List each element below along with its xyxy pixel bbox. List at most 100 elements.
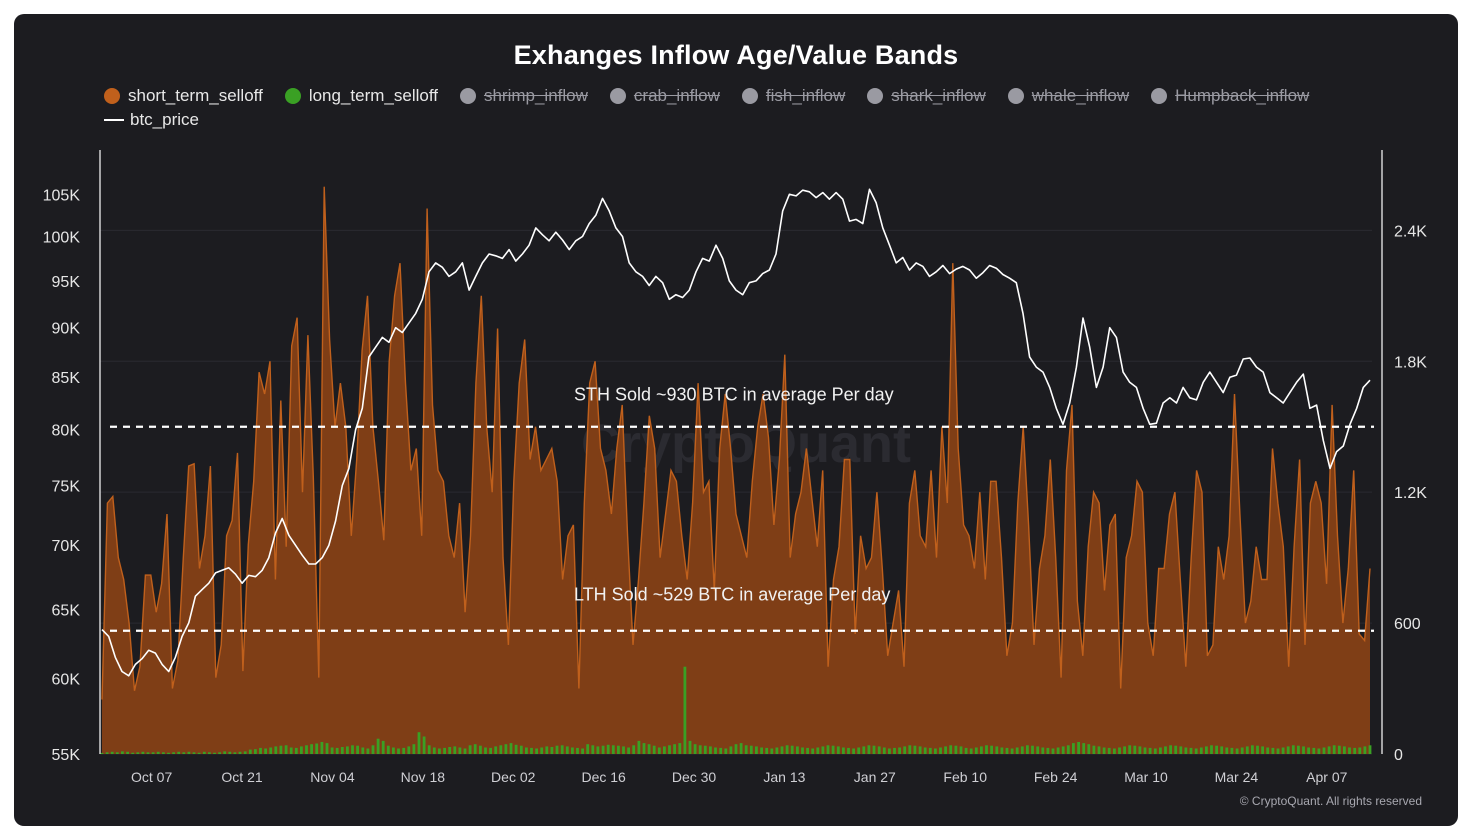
legend-item-long-term-selloff[interactable]: long_term_selloff: [284, 86, 438, 106]
bar-long-term-selloff: [151, 752, 155, 754]
bar-long-term-selloff: [535, 748, 538, 754]
bar-long-term-selloff: [985, 745, 988, 754]
bar-long-term-selloff: [238, 751, 242, 754]
legend-dot-swatch: [284, 88, 301, 104]
bar-long-term-selloff: [458, 747, 462, 754]
bar-long-term-selloff: [1031, 745, 1034, 754]
bar-long-term-selloff: [427, 745, 431, 754]
bar-long-term-selloff: [289, 747, 293, 754]
bar-long-term-selloff: [254, 749, 257, 754]
bar-long-term-selloff: [1256, 745, 1259, 754]
legend-item-fish-inflow[interactable]: fish_inflow: [741, 86, 845, 106]
legend-item-shark-inflow[interactable]: shark_inflow: [867, 86, 986, 106]
bar-long-term-selloff: [1041, 747, 1045, 754]
series-area-stroke-short-term-selloff: [101, 186, 1371, 700]
bar-long-term-selloff: [1092, 745, 1096, 754]
bar-long-term-selloff: [412, 744, 416, 754]
bar-long-term-selloff: [908, 745, 912, 754]
bar-long-term-selloff: [903, 746, 907, 754]
bar-long-term-selloff: [826, 745, 830, 754]
bar-long-term-selloff: [959, 746, 963, 754]
bar-long-term-selloff: [770, 748, 774, 754]
bar-long-term-selloff: [310, 744, 313, 754]
legend-label: shrimp_inflow: [483, 86, 588, 105]
chart-title: Exhanges Inflow Age/Value Bands: [513, 40, 959, 70]
bar-long-term-selloff: [775, 747, 779, 754]
bar-long-term-selloff: [1020, 746, 1024, 754]
bar-long-term-selloff: [969, 748, 973, 754]
right-tick-label: 0: [1394, 747, 1403, 764]
bar-long-term-selloff: [243, 751, 247, 754]
bar-long-term-selloff: [479, 745, 482, 754]
legend-label: btc_price: [130, 110, 199, 129]
legend-item-btc-price[interactable]: btc_price: [104, 110, 199, 130]
bar-long-term-selloff: [1000, 747, 1004, 754]
bar-long-term-selloff: [315, 743, 319, 754]
bar-long-term-selloff: [381, 740, 385, 754]
x-tick-label: Mar 10: [1124, 769, 1168, 785]
bar-long-term-selloff: [862, 746, 866, 754]
bar-long-term-selloff: [1291, 745, 1295, 754]
bar-long-term-selloff: [422, 736, 426, 754]
bar-long-term-selloff: [1113, 748, 1116, 754]
bar-long-term-selloff: [351, 745, 354, 754]
bar-long-term-selloff: [259, 747, 262, 754]
bar-long-term-selloff: [453, 746, 457, 754]
bar-long-term-selloff: [484, 747, 487, 754]
bar-long-term-selloff: [647, 744, 651, 754]
bar-long-term-selloff: [540, 747, 544, 754]
legend-item-whale-inflow[interactable]: whale_inflow: [1007, 86, 1129, 106]
bar-long-term-selloff: [448, 747, 452, 754]
bar-long-term-selloff: [1302, 746, 1305, 754]
bar-long-term-selloff: [780, 746, 784, 754]
bar-long-term-selloff: [1123, 746, 1126, 754]
bar-long-term-selloff: [1307, 747, 1310, 754]
bar-long-term-selloff: [438, 748, 441, 754]
bar-long-term-selloff: [1199, 747, 1203, 754]
bar-long-term-selloff: [1036, 746, 1040, 754]
bar-long-term-selloff: [1337, 745, 1341, 754]
bar-long-term-selloff: [755, 746, 758, 754]
bar-long-term-selloff: [811, 748, 815, 754]
bar-long-term-selloff: [571, 747, 574, 754]
legend-item-humpback-inflow[interactable]: Humpback_inflow: [1151, 86, 1309, 106]
bar-long-term-selloff: [719, 747, 723, 754]
bar-long-term-selloff: [990, 745, 993, 754]
left-tick-label: 80K: [52, 423, 81, 440]
legend-label: crab_inflow: [633, 86, 720, 105]
bar-long-term-selloff: [1215, 745, 1218, 754]
legend-item-short-term-selloff[interactable]: short_term_selloff: [104, 86, 263, 106]
bar-long-term-selloff: [1281, 747, 1285, 754]
bar-long-term-selloff: [673, 744, 676, 754]
legend-label: long_term_selloff: [308, 86, 438, 105]
bar-long-term-selloff: [233, 752, 237, 754]
bar-long-term-selloff: [417, 732, 421, 754]
chart-card: Exhanges Inflow Age/Value Bands short_te…: [14, 14, 1458, 826]
bar-long-term-selloff: [1015, 747, 1019, 754]
bar-long-term-selloff: [790, 745, 794, 754]
left-tick-label: 65K: [52, 602, 81, 619]
bar-long-term-selloff: [1353, 747, 1357, 754]
bar-long-term-selloff: [1164, 746, 1167, 754]
bar-long-term-selloff: [361, 747, 365, 754]
bar-long-term-selloff: [1143, 747, 1147, 754]
bar-long-term-selloff: [1056, 747, 1060, 754]
bar-long-term-selloff: [744, 745, 748, 754]
bar-long-term-selloff: [182, 752, 186, 754]
bar-long-term-selloff: [627, 747, 630, 754]
bar-long-term-selloff: [836, 746, 840, 754]
bar-long-term-selloff: [601, 745, 605, 754]
bar-long-term-selloff: [739, 743, 743, 754]
legend-item-crab-inflow[interactable]: crab_inflow: [609, 86, 720, 106]
bar-long-term-selloff: [1368, 745, 1372, 754]
bar-long-term-selloff: [703, 745, 707, 754]
bar-long-term-selloff: [693, 744, 697, 754]
bar-long-term-selloff: [893, 747, 896, 754]
bar-long-term-selloff: [923, 747, 927, 754]
legend-item-shrimp-inflow[interactable]: shrimp_inflow: [459, 86, 588, 106]
x-tick-label: Dec 16: [581, 769, 626, 785]
legend-dot-swatch: [104, 88, 120, 104]
bar-long-term-selloff: [1102, 747, 1106, 754]
bar-long-term-selloff: [248, 749, 252, 754]
bar-long-term-selloff: [801, 747, 804, 754]
